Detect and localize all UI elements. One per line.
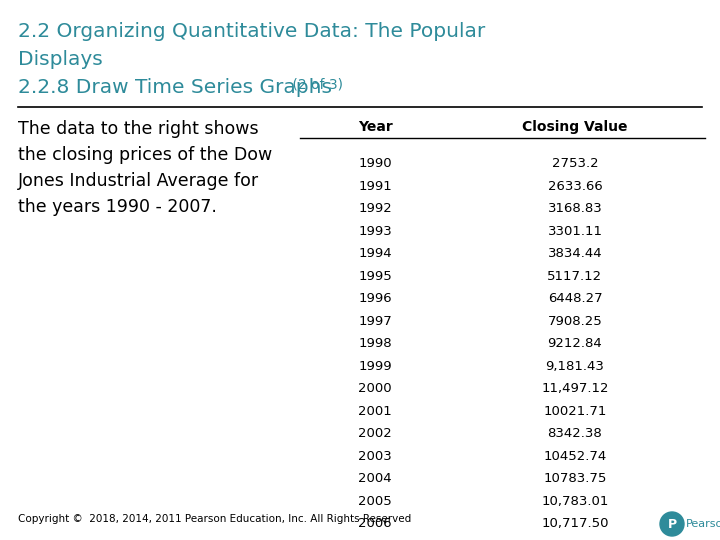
Text: 3301.11: 3301.11 [547, 225, 603, 238]
Text: 1998: 1998 [358, 337, 392, 350]
Text: P: P [667, 517, 677, 530]
Text: 10021.71: 10021.71 [544, 404, 607, 417]
Text: 3168.83: 3168.83 [548, 202, 603, 215]
Text: 2003: 2003 [358, 450, 392, 463]
Text: 1997: 1997 [358, 315, 392, 328]
Text: the closing prices of the Dow: the closing prices of the Dow [18, 146, 272, 164]
Text: 2633.66: 2633.66 [548, 180, 603, 193]
Text: 10783.75: 10783.75 [544, 472, 607, 485]
Text: 11,497.12: 11,497.12 [541, 382, 608, 395]
Text: 3834.44: 3834.44 [548, 247, 603, 260]
Text: 1992: 1992 [358, 202, 392, 215]
Text: 5117.12: 5117.12 [547, 269, 603, 282]
Text: Pearson: Pearson [686, 519, 720, 529]
Circle shape [660, 512, 684, 536]
Text: 2005: 2005 [358, 495, 392, 508]
Text: 7908.25: 7908.25 [548, 315, 603, 328]
Text: Displays: Displays [18, 50, 103, 69]
Text: 2004: 2004 [358, 472, 392, 485]
Text: Closing Value: Closing Value [522, 120, 628, 134]
Text: 2006: 2006 [358, 517, 392, 530]
Text: 2002: 2002 [358, 427, 392, 440]
Text: 1991: 1991 [358, 180, 392, 193]
Text: the years 1990 - 2007.: the years 1990 - 2007. [18, 198, 217, 216]
Text: Year: Year [358, 120, 392, 134]
Text: 10,783.01: 10,783.01 [541, 495, 608, 508]
Text: 1995: 1995 [358, 269, 392, 282]
Text: 1996: 1996 [358, 292, 392, 305]
Text: 1994: 1994 [358, 247, 392, 260]
Text: 1993: 1993 [358, 225, 392, 238]
Text: 2753.2: 2753.2 [552, 157, 598, 170]
Text: 1999: 1999 [358, 360, 392, 373]
Text: 6448.27: 6448.27 [548, 292, 603, 305]
Text: The data to the right shows: The data to the right shows [18, 120, 258, 138]
Text: 10452.74: 10452.74 [544, 450, 607, 463]
Text: 2.2.8 Draw Time Series Graphs: 2.2.8 Draw Time Series Graphs [18, 78, 332, 97]
Text: 9,181.43: 9,181.43 [546, 360, 604, 373]
Text: 10,717.50: 10,717.50 [541, 517, 608, 530]
Text: 2.2 Organizing Quantitative Data: The Popular: 2.2 Organizing Quantitative Data: The Po… [18, 22, 485, 41]
Text: 2000: 2000 [358, 382, 392, 395]
Text: 8342.38: 8342.38 [548, 427, 603, 440]
Text: Jones Industrial Average for: Jones Industrial Average for [18, 172, 259, 190]
Text: 9212.84: 9212.84 [548, 337, 603, 350]
Text: 1990: 1990 [358, 157, 392, 170]
Text: 2001: 2001 [358, 404, 392, 417]
Text: Copyright ©  2018, 2014, 2011 Pearson Education, Inc. All Rights Reserved: Copyright © 2018, 2014, 2011 Pearson Edu… [18, 514, 411, 524]
Text: (2 of 3): (2 of 3) [288, 78, 343, 92]
